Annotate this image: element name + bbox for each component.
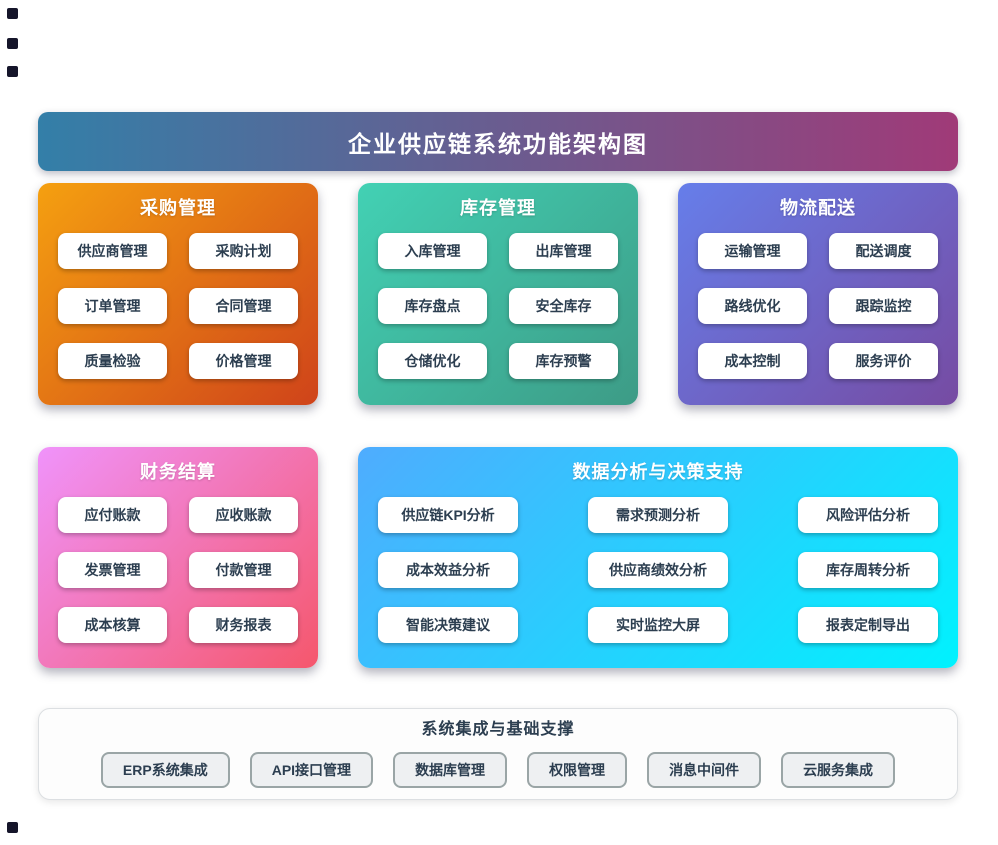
module-button-contract-management[interactable]: 合同管理: [189, 288, 298, 324]
module-button-supplier-management[interactable]: 供应商管理: [58, 233, 167, 269]
panel-logistics: 物流配送 运输管理 配送调度 路线优化 跟踪监控 成本控制 服务评价: [678, 183, 958, 405]
module-button-accounts-receivable[interactable]: 应收账款: [189, 497, 298, 533]
page-title: 企业供应链系统功能架构图: [348, 130, 648, 157]
module-button-purchase-plan[interactable]: 采购计划: [189, 233, 298, 269]
module-button-service-evaluation[interactable]: 服务评价: [829, 343, 938, 379]
panel-procurement-items: 供应商管理 采购计划 订单管理 合同管理 质量检验 价格管理: [58, 233, 298, 379]
module-button-cloud-service-integration[interactable]: 云服务集成: [781, 752, 896, 788]
glyph-artifact: [7, 38, 18, 49]
panel-inventory-title: 库存管理: [460, 198, 536, 218]
panel-finance: 财务结算 应付账款 应收账款 发票管理 付款管理 成本核算 财务报表: [38, 447, 318, 668]
module-button-accounts-payable[interactable]: 应付账款: [58, 497, 167, 533]
module-button-database-management[interactable]: 数据库管理: [393, 752, 508, 788]
module-button-intelligent-decision-advice[interactable]: 智能决策建议: [378, 607, 518, 643]
module-button-demand-forecast-analysis[interactable]: 需求预测分析: [588, 497, 728, 533]
module-button-outbound-management[interactable]: 出库管理: [509, 233, 618, 269]
module-button-api-management[interactable]: API接口管理: [249, 752, 374, 788]
module-button-risk-assessment-analysis[interactable]: 风险评估分析: [798, 497, 938, 533]
module-button-invoice-management[interactable]: 发票管理: [58, 552, 167, 588]
module-button-message-middleware[interactable]: 消息中间件: [647, 752, 762, 788]
module-button-permission-management[interactable]: 权限管理: [527, 752, 628, 788]
module-button-safety-stock[interactable]: 安全库存: [509, 288, 618, 324]
module-button-delivery-scheduling[interactable]: 配送调度: [829, 233, 938, 269]
glyph-artifact: [7, 8, 18, 19]
module-button-transport-management[interactable]: 运输管理: [698, 233, 807, 269]
module-button-cost-accounting[interactable]: 成本核算: [58, 607, 167, 643]
module-button-payment-management[interactable]: 付款管理: [189, 552, 298, 588]
panel-procurement: 采购管理 供应商管理 采购计划 订单管理 合同管理 质量检验 价格管理: [38, 183, 318, 405]
module-button-erp-integration[interactable]: ERP系统集成: [100, 752, 230, 788]
panel-finance-title: 财务结算: [140, 462, 216, 482]
module-button-inbound-management[interactable]: 入库管理: [378, 233, 487, 269]
module-button-order-management[interactable]: 订单管理: [58, 288, 167, 324]
module-button-quality-inspection[interactable]: 质量检验: [58, 343, 167, 379]
panel-foundation-items: ERP系统集成 API接口管理 数据库管理 权限管理 消息中间件 云服务集成: [39, 752, 957, 788]
module-button-route-optimization[interactable]: 路线优化: [698, 288, 807, 324]
diagram-title-banner: 企业供应链系统功能架构图: [38, 112, 958, 171]
module-button-price-management[interactable]: 价格管理: [189, 343, 298, 379]
panel-logistics-title: 物流配送: [780, 198, 856, 218]
module-button-financial-reports[interactable]: 财务报表: [189, 607, 298, 643]
module-button-inventory-turnover-analysis[interactable]: 库存周转分析: [798, 552, 938, 588]
module-button-cost-control[interactable]: 成本控制: [698, 343, 807, 379]
module-button-cost-benefit-analysis[interactable]: 成本效益分析: [378, 552, 518, 588]
panel-analytics-title: 数据分析与决策支持: [572, 462, 744, 482]
panel-analytics: 数据分析与决策支持 供应链KPI分析 需求预测分析 风险评估分析 成本效益分析 …: [358, 447, 958, 668]
module-button-stock-alert[interactable]: 库存预警: [509, 343, 618, 379]
panel-inventory: 库存管理 入库管理 出库管理 库存盘点 安全库存 仓储优化 库存预警: [358, 183, 638, 405]
module-button-stock-taking[interactable]: 库存盘点: [378, 288, 487, 324]
module-button-tracking-monitoring[interactable]: 跟踪监控: [829, 288, 938, 324]
panel-procurement-title: 采购管理: [140, 198, 216, 218]
panel-analytics-items: 供应链KPI分析 需求预测分析 风险评估分析 成本效益分析 供应商绩效分析 库存…: [378, 497, 938, 643]
panel-inventory-items: 入库管理 出库管理 库存盘点 安全库存 仓储优化 库存预警: [378, 233, 618, 379]
panel-foundation-title: 系统集成与基础支撑: [421, 721, 575, 738]
module-button-realtime-monitoring-dashboard[interactable]: 实时监控大屏: [588, 607, 728, 643]
module-button-supply-chain-kpi-analysis[interactable]: 供应链KPI分析: [378, 497, 518, 533]
panel-foundation: 系统集成与基础支撑 ERP系统集成 API接口管理 数据库管理 权限管理 消息中…: [38, 708, 958, 800]
glyph-artifact: [7, 66, 18, 77]
panel-finance-items: 应付账款 应收账款 发票管理 付款管理 成本核算 财务报表: [58, 497, 298, 643]
glyph-artifact: [7, 822, 18, 833]
module-button-supplier-performance-analysis[interactable]: 供应商绩效分析: [588, 552, 728, 588]
panel-logistics-items: 运输管理 配送调度 路线优化 跟踪监控 成本控制 服务评价: [698, 233, 938, 379]
module-button-warehouse-optimization[interactable]: 仓储优化: [378, 343, 487, 379]
module-button-report-custom-export[interactable]: 报表定制导出: [798, 607, 938, 643]
